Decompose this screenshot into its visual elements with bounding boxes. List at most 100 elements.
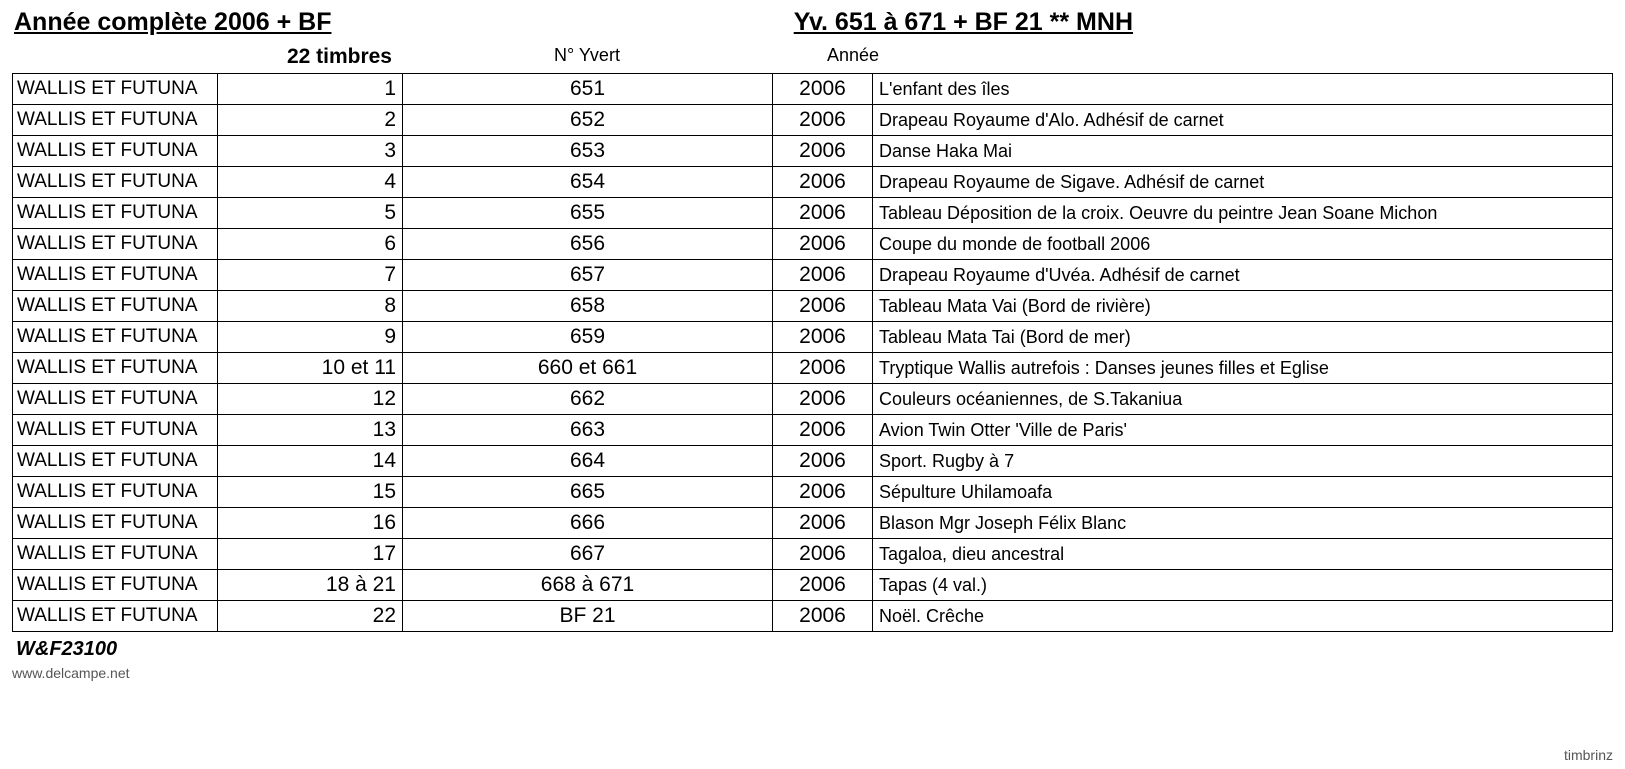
cell-year: 2006 (773, 167, 873, 198)
cell-num: 4 (218, 167, 403, 198)
cell-country: WALLIS ET FUTUNA (13, 415, 218, 446)
footer-right: timbrinz (1564, 747, 1613, 763)
cell-country: WALLIS ET FUTUNA (13, 322, 218, 353)
cell-yvert: 656 (403, 229, 773, 260)
cell-country: WALLIS ET FUTUNA (13, 229, 218, 260)
cell-country: WALLIS ET FUTUNA (13, 539, 218, 570)
cell-description: Tableau Déposition de la croix. Oeuvre d… (873, 198, 1613, 229)
cell-country: WALLIS ET FUTUNA (13, 198, 218, 229)
cell-description: Noël. Crêche (873, 601, 1613, 632)
cell-yvert: 660 et 661 (403, 353, 773, 384)
cell-yvert: 662 (403, 384, 773, 415)
cell-num: 13 (218, 415, 403, 446)
table-row: WALLIS ET FUTUNA86582006Tableau Mata Vai… (13, 291, 1613, 322)
cell-year: 2006 (773, 229, 873, 260)
cell-year: 2006 (773, 570, 873, 601)
cell-year: 2006 (773, 105, 873, 136)
cell-description: Drapeau Royaume d'Alo. Adhésif de carnet (873, 105, 1613, 136)
cell-num: 14 (218, 446, 403, 477)
footer-url: www.delcampe.net (12, 665, 1613, 681)
cell-num: 9 (218, 322, 403, 353)
table-row: WALLIS ET FUTUNA22BF 212006Noël. Crêche (13, 601, 1613, 632)
table-row: WALLIS ET FUTUNA136632006Avion Twin Otte… (13, 415, 1613, 446)
cell-country: WALLIS ET FUTUNA (13, 384, 218, 415)
cell-year: 2006 (773, 415, 873, 446)
cell-country: WALLIS ET FUTUNA (13, 601, 218, 632)
cell-country: WALLIS ET FUTUNA (13, 167, 218, 198)
cell-country: WALLIS ET FUTUNA (13, 136, 218, 167)
cell-num: 8 (218, 291, 403, 322)
cell-year: 2006 (773, 477, 873, 508)
cell-country: WALLIS ET FUTUNA (13, 477, 218, 508)
table-row: WALLIS ET FUTUNA26522006Drapeau Royaume … (13, 105, 1613, 136)
header-row: Année complète 2006 + BF Yv. 651 à 671 +… (12, 8, 1613, 37)
cell-yvert: 667 (403, 539, 773, 570)
cell-yvert: 664 (403, 446, 773, 477)
subheader-yvert: N° Yvert (402, 45, 772, 69)
cell-num: 15 (218, 477, 403, 508)
cell-yvert: 663 (403, 415, 773, 446)
cell-num: 22 (218, 601, 403, 632)
cell-country: WALLIS ET FUTUNA (13, 105, 218, 136)
cell-yvert: 665 (403, 477, 773, 508)
cell-year: 2006 (773, 508, 873, 539)
table-row: WALLIS ET FUTUNA16512006L'enfant des île… (13, 74, 1613, 105)
subheader-annee: Année (772, 45, 872, 69)
cell-country: WALLIS ET FUTUNA (13, 570, 218, 601)
cell-year: 2006 (773, 601, 873, 632)
cell-country: WALLIS ET FUTUNA (13, 508, 218, 539)
cell-num: 17 (218, 539, 403, 570)
table-row: WALLIS ET FUTUNA56552006Tableau Dépositi… (13, 198, 1613, 229)
cell-num: 3 (218, 136, 403, 167)
table-row: WALLIS ET FUTUNA66562006Coupe du monde d… (13, 229, 1613, 260)
cell-yvert: 668 à 671 (403, 570, 773, 601)
cell-yvert: 653 (403, 136, 773, 167)
table-row: WALLIS ET FUTUNA76572006Drapeau Royaume … (13, 260, 1613, 291)
cell-num: 1 (218, 74, 403, 105)
cell-yvert: 666 (403, 508, 773, 539)
title-right: Yv. 651 à 671 + BF 21 ** MNH (794, 8, 1613, 37)
cell-country: WALLIS ET FUTUNA (13, 291, 218, 322)
cell-description: Blason Mgr Joseph Félix Blanc (873, 508, 1613, 539)
cell-country: WALLIS ET FUTUNA (13, 74, 218, 105)
cell-yvert: 659 (403, 322, 773, 353)
table-row: WALLIS ET FUTUNA18 à 21668 à 6712006Tapa… (13, 570, 1613, 601)
cell-num: 16 (218, 508, 403, 539)
cell-year: 2006 (773, 260, 873, 291)
cell-yvert: BF 21 (403, 601, 773, 632)
cell-yvert: 652 (403, 105, 773, 136)
cell-yvert: 654 (403, 167, 773, 198)
cell-description: Tableau Mata Tai (Bord de mer) (873, 322, 1613, 353)
cell-description: Couleurs océaniennes, de S.Takaniua (873, 384, 1613, 415)
table-row: WALLIS ET FUTUNA146642006Sport. Rugby à … (13, 446, 1613, 477)
cell-year: 2006 (773, 384, 873, 415)
cell-description: Danse Haka Mai (873, 136, 1613, 167)
cell-yvert: 651 (403, 74, 773, 105)
table-row: WALLIS ET FUTUNA10 et 11660 et 6612006Tr… (13, 353, 1613, 384)
subheader-timbres: 22 timbres (12, 45, 402, 69)
cell-num: 2 (218, 105, 403, 136)
table-row: WALLIS ET FUTUNA166662006Blason Mgr Jose… (13, 508, 1613, 539)
title-left: Année complète 2006 + BF (12, 8, 331, 37)
table-row: WALLIS ET FUTUNA46542006Drapeau Royaume … (13, 167, 1613, 198)
cell-country: WALLIS ET FUTUNA (13, 446, 218, 477)
cell-country: WALLIS ET FUTUNA (13, 260, 218, 291)
table-row: WALLIS ET FUTUNA36532006Danse Haka Mai (13, 136, 1613, 167)
footer-code: W&F23100 (12, 638, 1613, 661)
cell-description: Coupe du monde de football 2006 (873, 229, 1613, 260)
cell-description: Tryptique Wallis autrefois : Danses jeun… (873, 353, 1613, 384)
table-row: WALLIS ET FUTUNA96592006Tableau Mata Tai… (13, 322, 1613, 353)
cell-description: Drapeau Royaume d'Uvéa. Adhésif de carne… (873, 260, 1613, 291)
cell-year: 2006 (773, 353, 873, 384)
cell-year: 2006 (773, 74, 873, 105)
cell-description: Drapeau Royaume de Sigave. Adhésif de ca… (873, 167, 1613, 198)
cell-year: 2006 (773, 291, 873, 322)
cell-year: 2006 (773, 136, 873, 167)
table-row: WALLIS ET FUTUNA126622006Couleurs océani… (13, 384, 1613, 415)
cell-country: WALLIS ET FUTUNA (13, 353, 218, 384)
cell-year: 2006 (773, 446, 873, 477)
cell-description: L'enfant des îles (873, 74, 1613, 105)
cell-description: Avion Twin Otter 'Ville de Paris' (873, 415, 1613, 446)
cell-year: 2006 (773, 322, 873, 353)
cell-num: 10 et 11 (218, 353, 403, 384)
